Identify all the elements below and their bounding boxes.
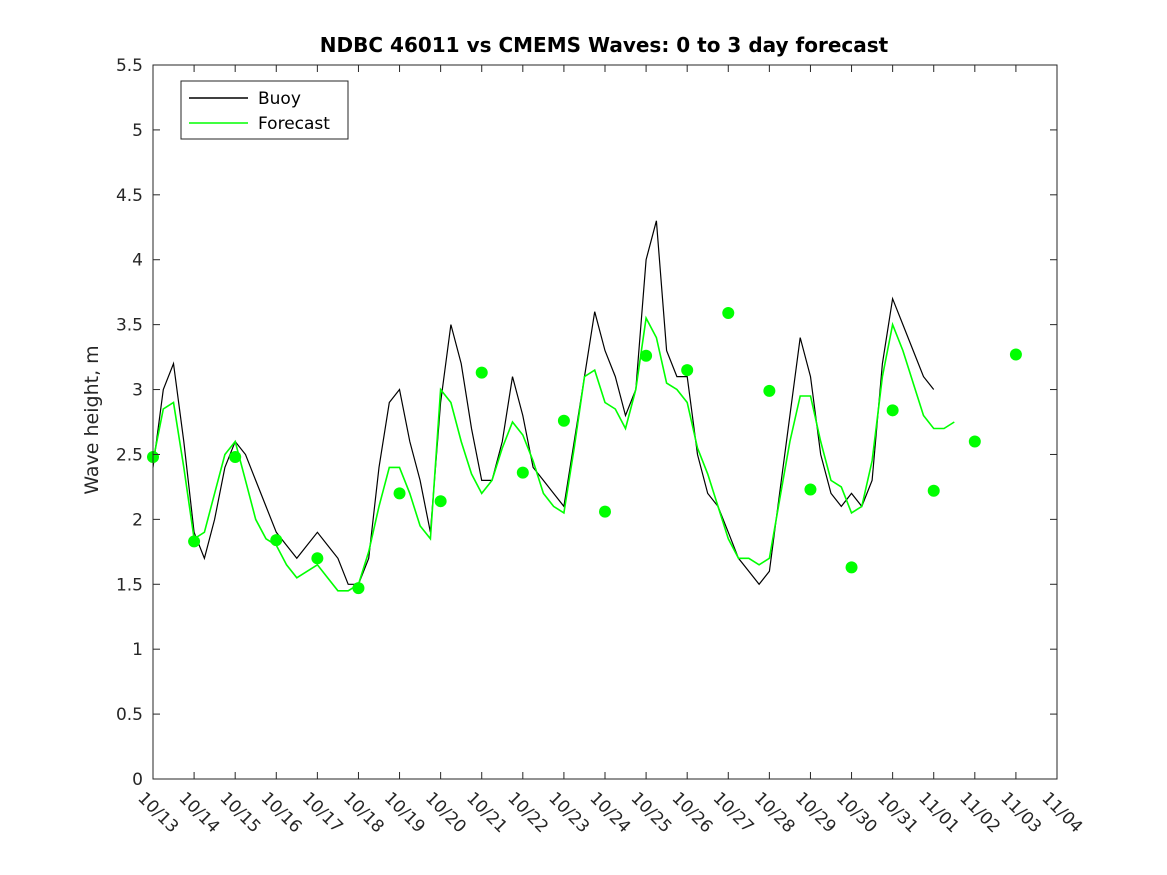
forecast-point (681, 364, 694, 377)
forecast-point (393, 487, 406, 500)
x-tick-label: 10/17 (298, 788, 347, 837)
legend-box (180, 80, 349, 140)
forecast-point (311, 552, 324, 565)
x-tick-label: 10/18 (339, 788, 388, 837)
y-tick-label: 1 (132, 640, 143, 660)
plot-background (153, 65, 1057, 779)
series-line-buoy (152, 220, 935, 586)
y-tick-label: 5 (132, 121, 143, 141)
y-tick-label: 2 (132, 510, 143, 530)
forecast-point (1009, 348, 1022, 361)
x-tick-label: 10/26 (668, 788, 717, 837)
forecast-point (270, 534, 283, 547)
forecast-point (886, 404, 899, 417)
y-tick-label: 3 (132, 381, 143, 401)
x-tick-label: 10/30 (832, 788, 881, 837)
x-tick-label: 10/16 (257, 788, 306, 837)
chart-title: NDBC 46011 vs CMEMS Waves: 0 to 3 day fo… (320, 33, 889, 57)
x-tick-label: 10/24 (585, 788, 634, 837)
y-tick-label: 4.5 (116, 186, 143, 206)
forecast-point (722, 306, 735, 319)
plot-area (147, 64, 1058, 780)
x-tick-label: 10/20 (421, 788, 470, 837)
legend-label: Buoy (258, 89, 301, 109)
forecast-point (352, 582, 365, 595)
legend: Buoy Forecast (180, 80, 349, 140)
forecast-point (804, 483, 817, 496)
x-tick-label: 11/04 (1037, 788, 1086, 837)
y-tick-label: 1.5 (116, 575, 143, 595)
y-tick-label: 5.5 (116, 56, 143, 76)
x-tick-label: 10/15 (216, 788, 265, 837)
x-tick-label: 10/22 (503, 788, 552, 837)
x-tick-label: 11/02 (955, 788, 1004, 837)
x-tick-label: 10/23 (544, 788, 593, 837)
y-tick-label: 0 (132, 770, 143, 790)
forecast-point (516, 466, 529, 479)
forecast-point (763, 384, 776, 397)
forecast-point (475, 366, 488, 379)
y-axis-label: Wave height, m (81, 345, 103, 494)
forecast-point (557, 414, 570, 427)
x-tick-label: 10/28 (750, 788, 799, 837)
x-tick-label: 10/29 (791, 788, 840, 837)
series-line-forecast (152, 315, 955, 592)
x-tick-label: 10/27 (709, 788, 758, 837)
x-tick-label: 10/14 (175, 788, 224, 837)
x-tick-label: 10/31 (873, 788, 922, 837)
y-tick-label: 3.5 (116, 316, 143, 336)
forecast-point (229, 451, 242, 464)
y-tick-label: 0.5 (116, 705, 143, 725)
x-tick-label: 10/25 (627, 788, 676, 837)
x-tick-label: 10/19 (380, 788, 429, 837)
forecast-point (927, 484, 940, 497)
forecast-point (640, 349, 653, 362)
x-tick-label: 11/03 (996, 788, 1045, 837)
x-tick-label: 10/13 (133, 788, 182, 837)
y-tick-label: 2.5 (116, 445, 143, 465)
forecast-point (188, 535, 201, 548)
legend-label: Forecast (258, 114, 330, 134)
x-tick-label: 10/21 (462, 788, 511, 837)
forecast-point (845, 561, 858, 574)
forecast-point (434, 495, 447, 508)
x-tick-label: 11/01 (914, 788, 963, 837)
forecast-point (599, 505, 611, 518)
y-tick-label: 4 (132, 251, 143, 271)
forecast-point (968, 435, 981, 448)
